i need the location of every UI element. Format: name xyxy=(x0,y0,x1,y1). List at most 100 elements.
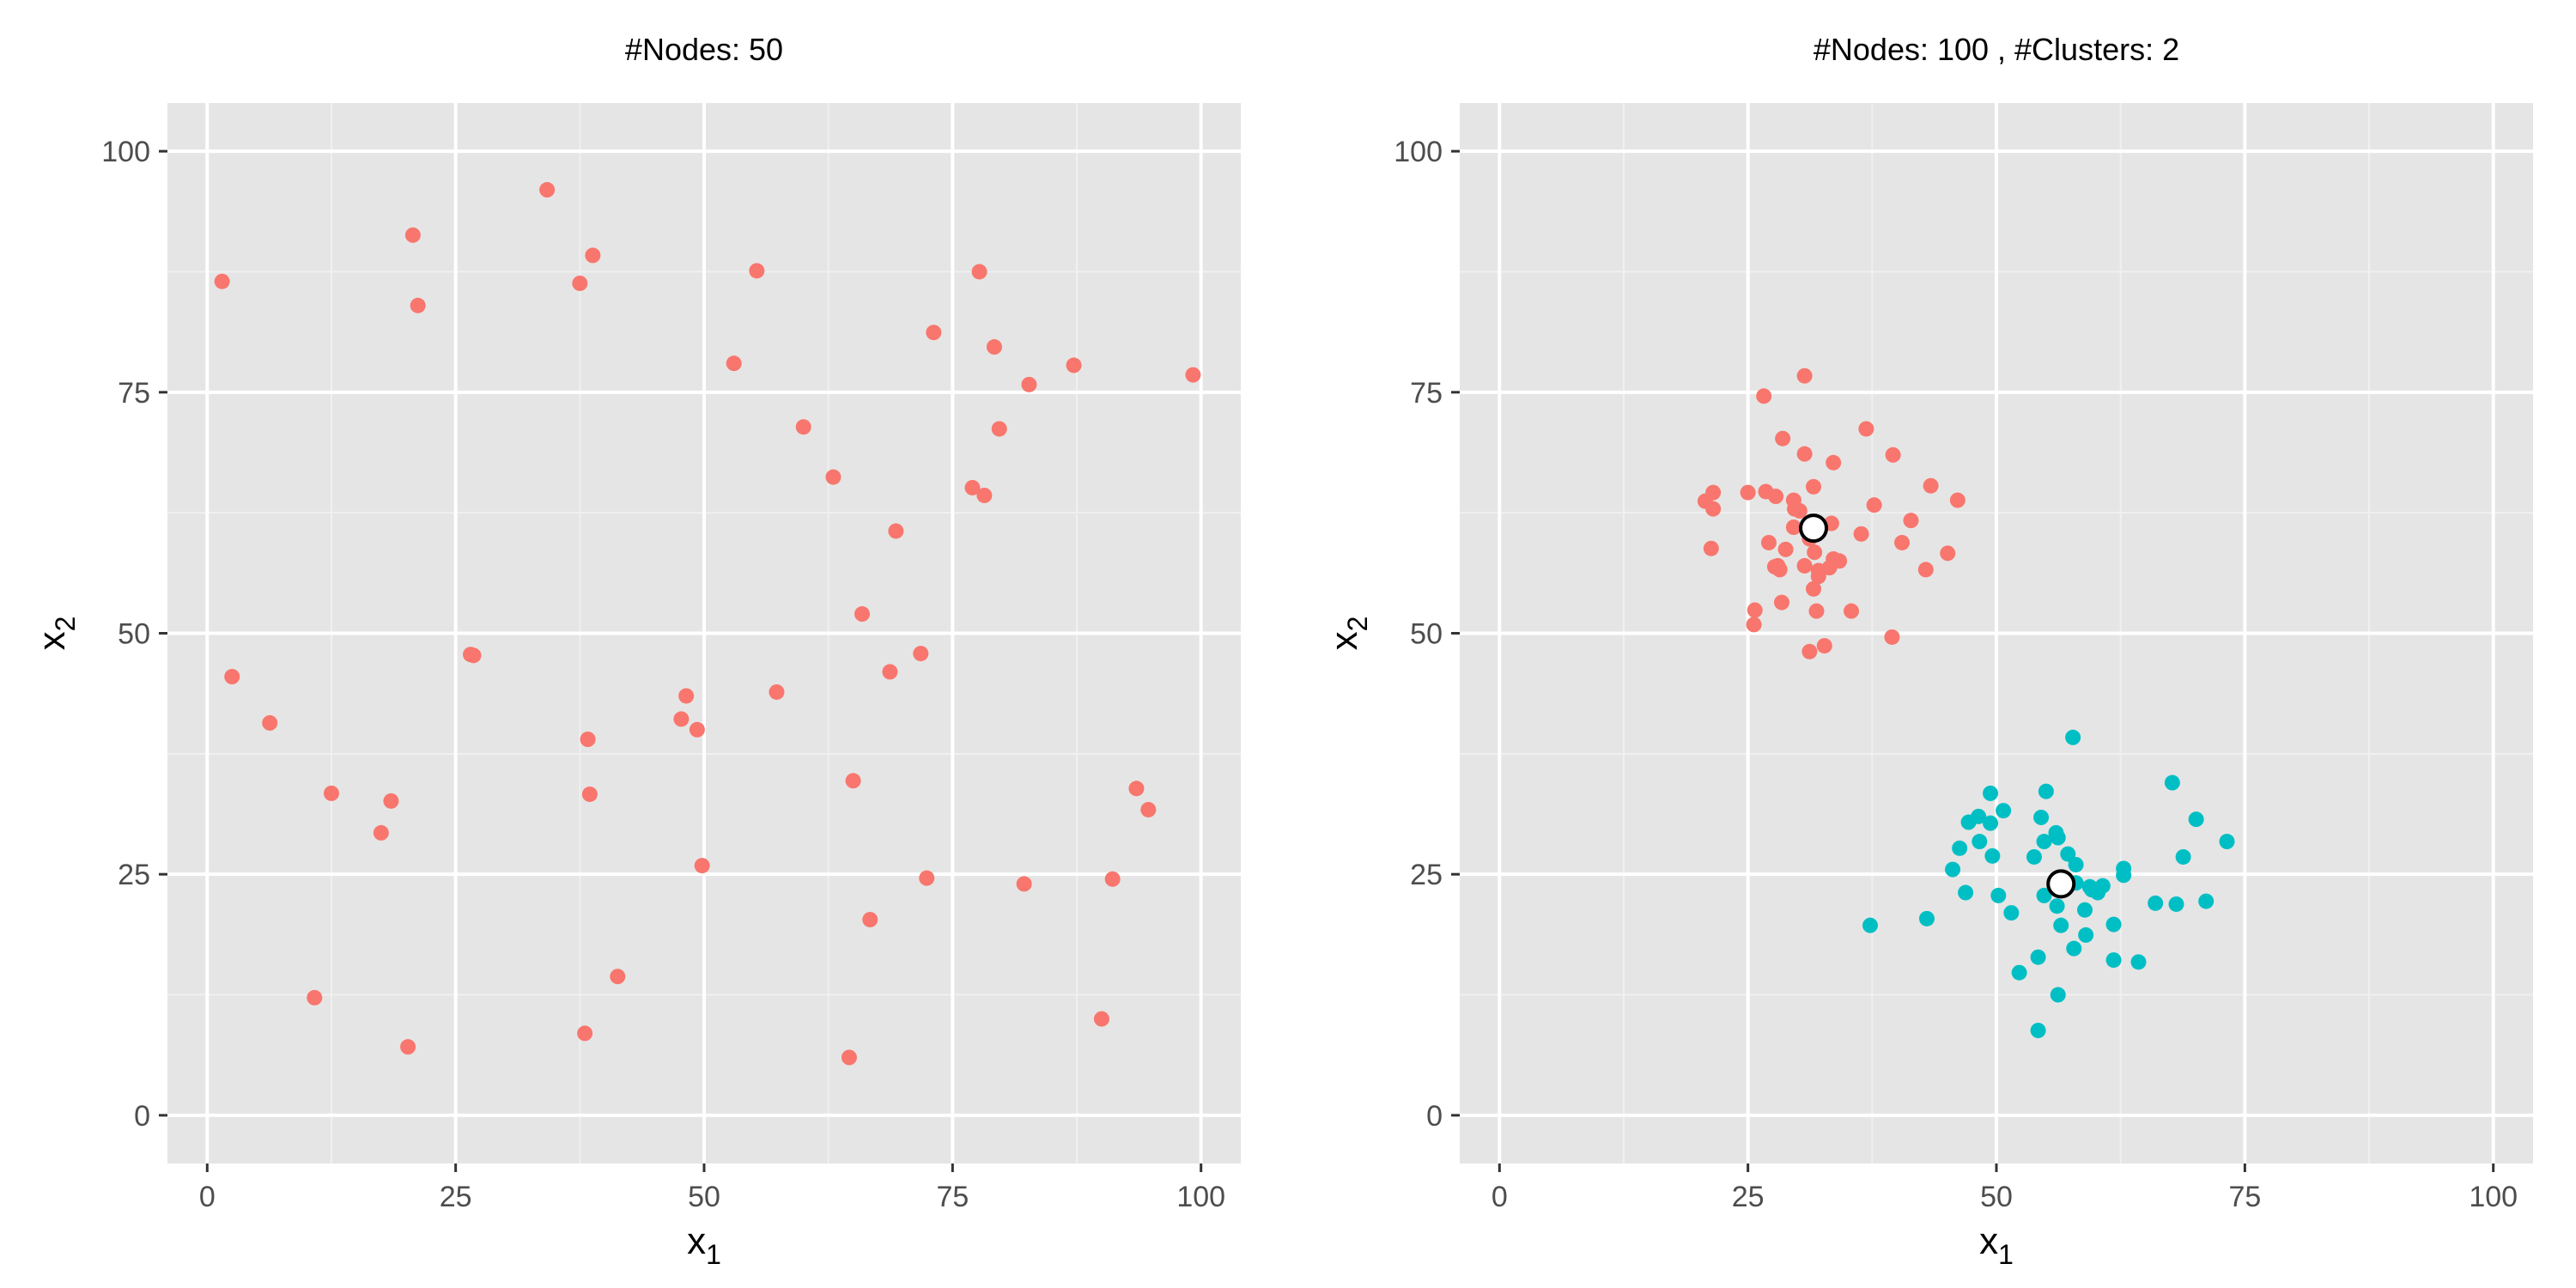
x-tick-label: 75 xyxy=(936,1181,969,1213)
x-axis-title: x1 xyxy=(1979,1220,2014,1270)
data-point xyxy=(2105,916,2122,933)
data-point xyxy=(2053,917,2069,933)
x-tick-label: 50 xyxy=(1980,1181,2013,1213)
data-point xyxy=(2065,729,2081,745)
data-point xyxy=(1093,1011,1109,1027)
data-point xyxy=(1958,884,1974,901)
data-point xyxy=(1816,638,1832,654)
data-point xyxy=(2175,848,2191,865)
data-point xyxy=(1796,446,1813,462)
data-point xyxy=(410,297,426,313)
data-point xyxy=(539,182,556,198)
data-point xyxy=(2148,895,2164,911)
x-axis-title: x1 xyxy=(687,1220,721,1270)
x-tick-label: 0 xyxy=(1492,1181,1508,1213)
data-point xyxy=(795,419,811,435)
data-point xyxy=(2050,987,2066,1003)
data-point xyxy=(2038,783,2054,799)
data-point xyxy=(1807,544,1823,561)
data-point xyxy=(1066,357,1082,374)
data-point xyxy=(307,989,323,1005)
data-point xyxy=(1756,388,1772,404)
y-tick-label: 100 xyxy=(1394,136,1443,168)
x-tick-label: 75 xyxy=(2228,1181,2261,1213)
data-point xyxy=(2033,809,2050,825)
data-point xyxy=(2036,834,2052,850)
data-point xyxy=(2011,964,2027,981)
data-point xyxy=(1866,497,1882,513)
data-point xyxy=(2219,834,2235,850)
data-point xyxy=(1858,421,1874,437)
data-point xyxy=(1960,814,1977,830)
data-point xyxy=(1940,545,1956,562)
data-point xyxy=(1016,876,1032,892)
data-point xyxy=(1885,447,1901,463)
data-point xyxy=(1747,602,1763,618)
data-point xyxy=(1104,871,1121,887)
data-point xyxy=(1801,643,1818,659)
data-point xyxy=(1844,603,1860,619)
data-point xyxy=(1791,502,1807,519)
data-point xyxy=(2060,846,2076,862)
data-point xyxy=(577,1025,593,1042)
data-point xyxy=(1894,534,1911,550)
data-point xyxy=(1775,430,1791,447)
data-point xyxy=(1021,376,1037,392)
data-point xyxy=(1826,454,1842,471)
data-point xyxy=(580,732,596,747)
data-point xyxy=(1705,501,1722,517)
data-point xyxy=(694,858,710,874)
data-point xyxy=(888,523,904,539)
data-point xyxy=(689,721,705,738)
data-point xyxy=(1140,801,1157,817)
data-point xyxy=(1806,478,1822,495)
data-point xyxy=(1760,534,1777,550)
data-point xyxy=(825,469,841,485)
data-point xyxy=(769,683,785,700)
y-tick-label: 50 xyxy=(1410,618,1443,651)
data-point xyxy=(862,911,878,927)
y-axis-title: x2 xyxy=(1323,617,1373,651)
data-point xyxy=(976,487,993,503)
data-point xyxy=(2188,811,2204,828)
data-point xyxy=(913,646,929,662)
cluster-centroid xyxy=(1799,513,1829,544)
data-point xyxy=(2049,898,2065,914)
data-point xyxy=(1774,594,1789,611)
data-point xyxy=(2003,905,2020,921)
data-point xyxy=(1796,557,1813,574)
data-point xyxy=(749,263,765,279)
data-point xyxy=(1740,484,1756,501)
data-point xyxy=(1808,603,1825,619)
x-tick-label: 100 xyxy=(1176,1181,1225,1213)
data-point xyxy=(2050,829,2066,846)
data-point xyxy=(919,870,935,886)
data-point xyxy=(2081,878,2098,895)
data-point xyxy=(373,824,389,841)
data-point xyxy=(262,714,278,731)
data-point xyxy=(991,421,1007,437)
data-point xyxy=(1952,840,1968,856)
y-axis-title: x2 xyxy=(31,617,81,651)
y-tick-label: 50 xyxy=(118,618,150,651)
data-point xyxy=(404,227,421,243)
data-point xyxy=(2030,949,2046,965)
data-point xyxy=(1983,815,1999,831)
data-point xyxy=(1990,887,2007,903)
x-tick-label: 50 xyxy=(688,1181,720,1213)
data-point xyxy=(1971,834,1988,850)
y-tick-label: 75 xyxy=(118,377,150,410)
x-tick-label: 0 xyxy=(199,1181,216,1213)
data-point xyxy=(1806,580,1822,597)
data-point xyxy=(465,647,482,664)
data-point xyxy=(323,785,339,801)
data-point xyxy=(1185,367,1201,383)
y-tick-label: 25 xyxy=(1410,859,1443,891)
data-point xyxy=(2116,867,2132,884)
data-point xyxy=(2130,954,2147,970)
data-point xyxy=(224,669,240,685)
data-point xyxy=(1923,477,1939,494)
data-point xyxy=(1832,553,1848,569)
series-1 xyxy=(214,182,1201,1066)
